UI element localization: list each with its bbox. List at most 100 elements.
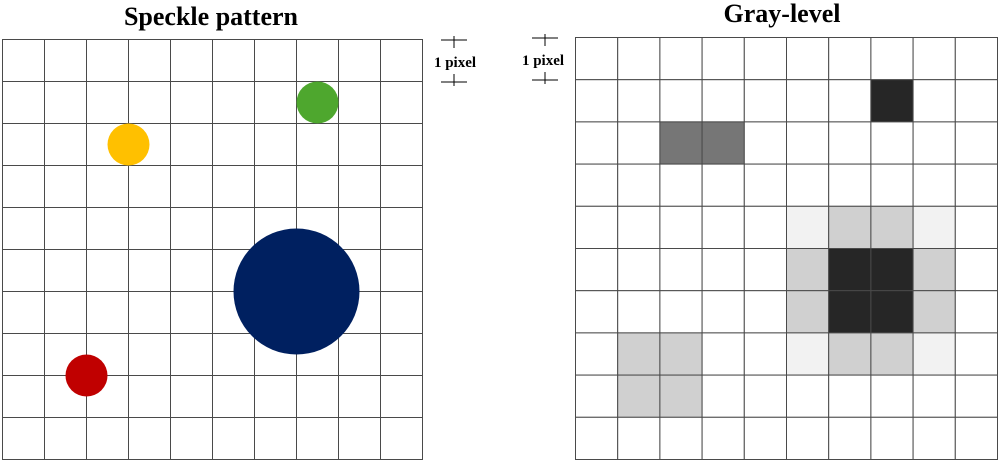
grid-cell: [617, 37, 661, 81]
grid-cell: [2, 123, 45, 166]
grid-cell: [380, 39, 423, 82]
grid-cell: [659, 163, 703, 207]
grid-cell: [575, 248, 619, 292]
grid-cell: [128, 207, 171, 250]
grid-cell: [828, 37, 872, 81]
grid-cell: [128, 291, 171, 334]
grid-cell: [212, 81, 255, 124]
grid-cell: [912, 121, 956, 165]
grid-cell: [659, 37, 703, 81]
grid-cell: [128, 375, 171, 418]
grid-cell: [254, 39, 297, 82]
grid-cell: [2, 39, 45, 82]
grid-cell: [659, 290, 703, 334]
left-pixel-scale-label: 1 pixel: [434, 55, 476, 71]
grid-cell: [912, 163, 956, 207]
grid-cell: [954, 121, 998, 165]
grid-cell: [254, 375, 297, 418]
grid-cell: [575, 79, 619, 123]
grid-cell: [170, 207, 213, 250]
grid-cell: [170, 81, 213, 124]
grid-cell: [954, 79, 998, 123]
grid-cell: [575, 37, 619, 81]
speckle-pattern-title: Speckle pattern: [124, 2, 299, 31]
grid-cell: [954, 332, 998, 376]
grid-cell: [338, 333, 381, 376]
grid-cell: [659, 248, 703, 292]
grid-cell: [212, 417, 255, 460]
grid-cell: [254, 165, 297, 208]
grid-cell: [2, 249, 45, 292]
grid-cell: [2, 81, 45, 124]
grid-cell: [954, 205, 998, 250]
grid-cell: [338, 207, 381, 250]
grid-cell: [170, 291, 213, 334]
grid-cell: [338, 417, 381, 460]
grid-cell: [2, 417, 45, 460]
grid-cell: [701, 374, 745, 418]
grid-cell: [701, 79, 745, 123]
grid-cell: [2, 333, 45, 376]
grid-cell: [954, 37, 998, 81]
grid-cell: [380, 291, 423, 334]
grid-cell: [44, 207, 87, 250]
speckle-dots: [65, 81, 360, 397]
grid-cell: [701, 37, 745, 81]
grid-cell: [786, 332, 830, 376]
grid-cell: [743, 332, 787, 376]
right-pixel-scale-label: 1 pixel: [522, 53, 564, 69]
grid-cell: [701, 163, 745, 207]
grid-cell: [170, 165, 213, 208]
speckle-dot-green: [296, 81, 339, 124]
grid-cell: [828, 79, 872, 123]
grid-cell: [296, 165, 339, 208]
grid-cell: [912, 290, 956, 334]
grid-cell: [870, 248, 914, 292]
grid-cell: [828, 121, 872, 165]
grid-cell: [44, 165, 87, 208]
grid-cell: [870, 37, 914, 81]
grid-cell: [870, 374, 914, 418]
speckle-dot-navy: [233, 228, 360, 355]
grid-cell: [786, 79, 830, 123]
grid-cell: [617, 374, 661, 418]
grid-cell: [575, 332, 619, 376]
grid-cell: [212, 123, 255, 166]
grid-cell: [659, 416, 703, 460]
grid-cell: [786, 205, 830, 250]
grid-cell: [828, 290, 872, 334]
grid-cell: [338, 165, 381, 208]
grid-cell: [617, 416, 661, 460]
grid-cell: [128, 249, 171, 292]
grid-cell: [912, 37, 956, 81]
grid-cell: [170, 249, 213, 292]
grid-cell: [659, 121, 703, 165]
grid-cell: [743, 374, 787, 418]
grid-cell: [86, 249, 129, 292]
grid-cell: [743, 248, 787, 292]
grid-cell: [912, 205, 956, 250]
grid-cell: [912, 248, 956, 292]
grid-cell: [870, 332, 914, 376]
grid-cell: [86, 417, 129, 460]
grid-cell: [617, 332, 661, 376]
speckle-pattern-panel: Speckle pattern 1 pixel: [2, 2, 476, 460]
grid-cell: [617, 121, 661, 165]
grid-cell: [701, 416, 745, 460]
grid-cell: [786, 248, 830, 292]
grid-cell: [828, 205, 872, 250]
speckle-grid-cells: [2, 39, 423, 460]
right-pixel-scale-marker: 1 pixel: [522, 34, 564, 84]
grid-cell: [2, 165, 45, 208]
grid-cell: [212, 207, 255, 250]
grid-cell: [86, 81, 129, 124]
grid-cell: [870, 416, 914, 460]
grid-cell: [617, 79, 661, 123]
left-pixel-scale-marker: 1 pixel: [434, 36, 476, 86]
grid-cell: [743, 416, 787, 460]
grid-cell: [380, 165, 423, 208]
grid-cell: [170, 333, 213, 376]
grid-cell: [2, 375, 45, 418]
grid-cell: [828, 332, 872, 376]
